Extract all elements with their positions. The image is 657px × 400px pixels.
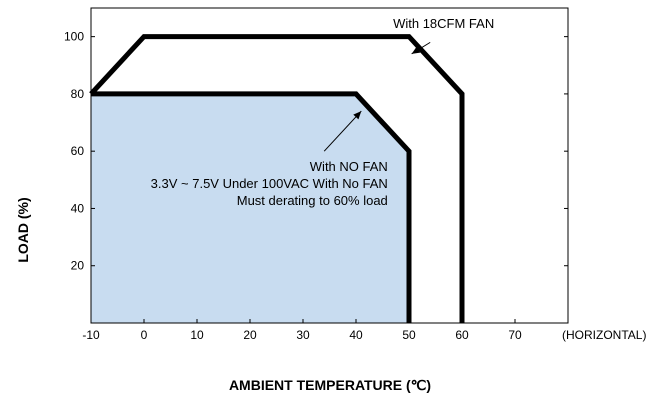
annotation-layer: With 18CFM FAN With NO FAN 3.3V ~ 7.5V Und…: [151, 16, 495, 208]
annotation-1-arrow-head: [353, 111, 362, 120]
x-tick-label: 30: [296, 328, 310, 342]
y-tick-label: 40: [71, 201, 85, 215]
y-tick-label: 80: [71, 87, 85, 101]
series-with-no-fan-area: [91, 93, 409, 324]
y-tick-label: 100: [64, 30, 84, 44]
plot-fill-layer: [91, 93, 409, 324]
y-axis-title: LOAD (%): [15, 197, 31, 262]
series-with-18cfm-fan-line: [89, 34, 465, 323]
series-with-no-fan-line: [91, 91, 412, 323]
x-axis: -10 0 10 20 30 40 50 60 70: [82, 319, 522, 342]
x-tick-label: 70: [508, 328, 522, 342]
x-tick-label: 40: [349, 328, 363, 342]
annotation-1-line-1: 3.3V ~ 7.5V Under 100VAC With No FAN: [151, 176, 388, 191]
x-axis-title: AMBIENT TEMPERATURE (℃): [229, 377, 431, 393]
x-tick-label: 0: [141, 328, 148, 342]
annotation-1-line-2: Must derating to 60% load: [237, 193, 388, 208]
x-axis-suffix: (HORIZONTAL): [562, 328, 646, 342]
y-axis: 20 40 60 80 100: [64, 30, 568, 273]
x-tick-label: 50: [402, 328, 416, 342]
annotation-1-arrow-shaft: [323, 110, 362, 152]
annotation-0-line-0: With 18CFM FAN: [393, 16, 494, 31]
y-tick-label: 60: [71, 144, 85, 158]
plot-line-layer: [89, 34, 465, 323]
annotation-0-arrow-head: [411, 46, 421, 54]
x-tick-label: -10: [82, 328, 100, 342]
annotation-1-line-0: With NO FAN: [310, 159, 388, 174]
plot-frame: [90, 7, 569, 324]
x-tick-label: 20: [243, 328, 257, 342]
x-tick-label: 10: [190, 328, 204, 342]
x-tick-label: 60: [455, 328, 469, 342]
y-tick-label: 20: [71, 259, 85, 273]
